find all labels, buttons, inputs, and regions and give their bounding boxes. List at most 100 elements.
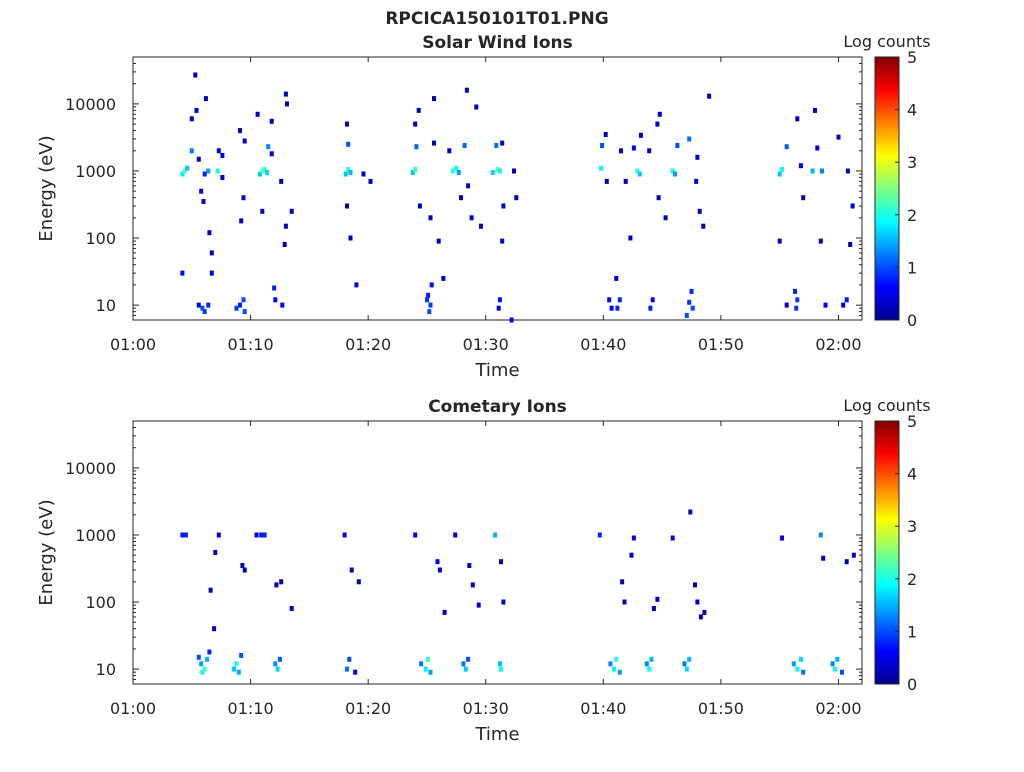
- heatmap-cell: [500, 238, 505, 244]
- x-axis-label: Time: [474, 724, 519, 745]
- heatmap-cell: [212, 626, 217, 632]
- heatmap-cell: [241, 297, 246, 303]
- heatmap-cell: [617, 297, 622, 303]
- heatmap-cell: [260, 168, 265, 174]
- colorbar-tick-label: 1: [907, 622, 917, 641]
- heatmap-cell: [493, 532, 498, 538]
- heatmap-cell: [818, 238, 823, 244]
- heatmap-cell: [453, 532, 458, 538]
- heatmap-cell: [342, 532, 347, 538]
- heatmap-cell: [456, 170, 461, 175]
- heatmap-cell: [780, 167, 784, 172]
- heatmap-cell: [239, 652, 244, 658]
- heatmap-cell: [428, 669, 433, 675]
- heatmap-cell: [194, 107, 199, 113]
- heatmap-cell: [784, 302, 789, 308]
- heatmap-cell: [597, 532, 602, 538]
- heatmap-cell: [234, 305, 239, 311]
- x-tick-label: 01:30: [463, 335, 509, 354]
- heatmap-cell: [432, 140, 436, 146]
- heatmap-cell: [348, 170, 353, 175]
- heatmap-cell: [426, 292, 431, 298]
- heatmap-cell: [793, 288, 797, 294]
- heatmap-cell: [241, 195, 246, 201]
- heatmap-cell: [835, 656, 840, 662]
- heatmap-cell: [818, 532, 823, 538]
- heatmap-cell: [695, 154, 700, 160]
- heatmap-cell: [202, 666, 207, 672]
- heatmap-cell: [670, 535, 675, 541]
- x-tick-label: 02:00: [815, 335, 861, 354]
- heatmap-cell: [180, 171, 185, 177]
- heatmap-cell: [206, 168, 211, 174]
- heatmap-cell: [850, 203, 855, 209]
- heatmap-cell: [638, 132, 643, 138]
- heatmap-cell: [213, 549, 218, 555]
- heatmap-cell: [345, 121, 349, 127]
- heatmap-cell: [614, 275, 619, 281]
- heatmap-cell: [690, 305, 695, 311]
- heatmap-cell: [346, 167, 351, 172]
- heatmap-cell: [494, 143, 499, 148]
- heatmap-cell: [368, 178, 373, 184]
- x-tick-label: 01:20: [345, 699, 391, 718]
- heatmap-cell: [413, 121, 418, 127]
- heatmap-cell: [262, 532, 267, 538]
- panel-1: 01:00 01:10 01:20 01:30 01:40 01:50 02:0010100…: [36, 396, 931, 745]
- heatmap-cell: [791, 661, 796, 667]
- heatmap-cell: [349, 567, 354, 573]
- heatmap-cell: [463, 666, 468, 672]
- heatmap-cell: [848, 242, 853, 247]
- x-tick-label: 01:10: [228, 699, 274, 718]
- heatmap-cell: [631, 145, 636, 151]
- heatmap-cell: [637, 171, 642, 177]
- x-tick-label: 01:50: [698, 699, 744, 718]
- heatmap-cell: [702, 609, 707, 615]
- heatmap-cell: [201, 199, 206, 204]
- heatmap-cell: [199, 661, 204, 667]
- panel-title: Solar Wind Ions: [422, 33, 573, 53]
- heatmap-cell: [289, 606, 294, 611]
- heatmap-cell: [635, 168, 640, 174]
- heatmap-cell: [343, 171, 348, 177]
- heatmap-cell: [795, 297, 800, 303]
- x-tick-label: 01:40: [580, 335, 626, 354]
- heatmap-cell: [220, 153, 225, 158]
- heatmap-cell: [345, 666, 349, 672]
- heatmap-cell: [501, 203, 506, 209]
- heatmap-cell: [428, 302, 433, 308]
- heatmap-cell: [273, 661, 278, 667]
- heatmap-cell: [648, 305, 653, 311]
- heatmap-cell: [479, 223, 483, 229]
- heatmap-cell: [203, 96, 208, 102]
- heatmap-cell: [236, 669, 241, 675]
- heatmap-cell: [347, 656, 352, 662]
- heatmap-cell: [255, 111, 260, 117]
- heatmap-cell: [278, 656, 282, 662]
- heatmap-cell: [499, 559, 503, 565]
- heatmap-cell: [615, 305, 620, 311]
- heatmap-cell: [780, 535, 784, 541]
- heatmap-cell: [289, 208, 294, 214]
- heatmap-cell: [707, 93, 712, 99]
- heatmap-cell: [193, 72, 198, 78]
- heatmap-cell: [189, 116, 194, 122]
- heatmap-cell: [202, 309, 207, 315]
- x-tick-label: 01:00: [110, 699, 156, 718]
- heatmap-cell: [427, 309, 432, 315]
- colorbar-label: Log counts: [843, 32, 930, 51]
- heatmap-cell: [216, 148, 221, 154]
- heatmap-cell: [353, 669, 358, 675]
- heatmap-cell: [687, 136, 692, 142]
- heatmap-cell: [655, 596, 660, 602]
- heatmap-cell: [273, 297, 278, 303]
- heatmap-cell: [196, 654, 201, 660]
- heatmap-cell: [841, 302, 846, 308]
- heatmap-cell: [607, 297, 612, 303]
- heatmap-cell: [490, 170, 495, 175]
- heatmap-cell: [801, 669, 806, 675]
- heatmap-cell: [795, 116, 800, 122]
- heatmap-cell: [274, 582, 279, 588]
- heatmap-cell: [603, 132, 608, 137]
